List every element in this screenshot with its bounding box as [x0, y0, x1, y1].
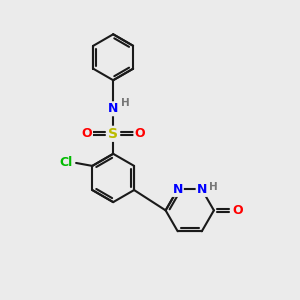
Text: O: O [232, 204, 243, 217]
Text: N: N [196, 183, 207, 196]
Text: N: N [172, 183, 183, 196]
Text: N: N [108, 102, 119, 115]
Text: Cl: Cl [59, 157, 72, 169]
Text: H: H [208, 182, 217, 192]
Text: O: O [134, 127, 145, 140]
Text: H: H [121, 98, 130, 109]
Text: O: O [81, 127, 92, 140]
Text: S: S [108, 127, 118, 141]
